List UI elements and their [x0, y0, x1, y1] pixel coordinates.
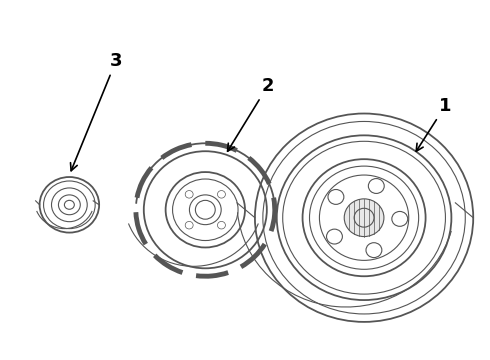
Text: 1: 1 — [416, 96, 452, 151]
Ellipse shape — [255, 113, 473, 322]
Ellipse shape — [218, 221, 225, 229]
Ellipse shape — [185, 190, 193, 198]
Ellipse shape — [392, 211, 408, 226]
Ellipse shape — [136, 143, 275, 276]
Ellipse shape — [40, 177, 99, 233]
Ellipse shape — [326, 229, 343, 244]
Text: 2: 2 — [227, 77, 274, 151]
Ellipse shape — [344, 199, 384, 237]
Ellipse shape — [366, 243, 382, 257]
Text: 3: 3 — [71, 52, 122, 171]
Ellipse shape — [185, 221, 193, 229]
Ellipse shape — [368, 179, 384, 193]
Ellipse shape — [328, 189, 344, 204]
Ellipse shape — [218, 190, 225, 198]
